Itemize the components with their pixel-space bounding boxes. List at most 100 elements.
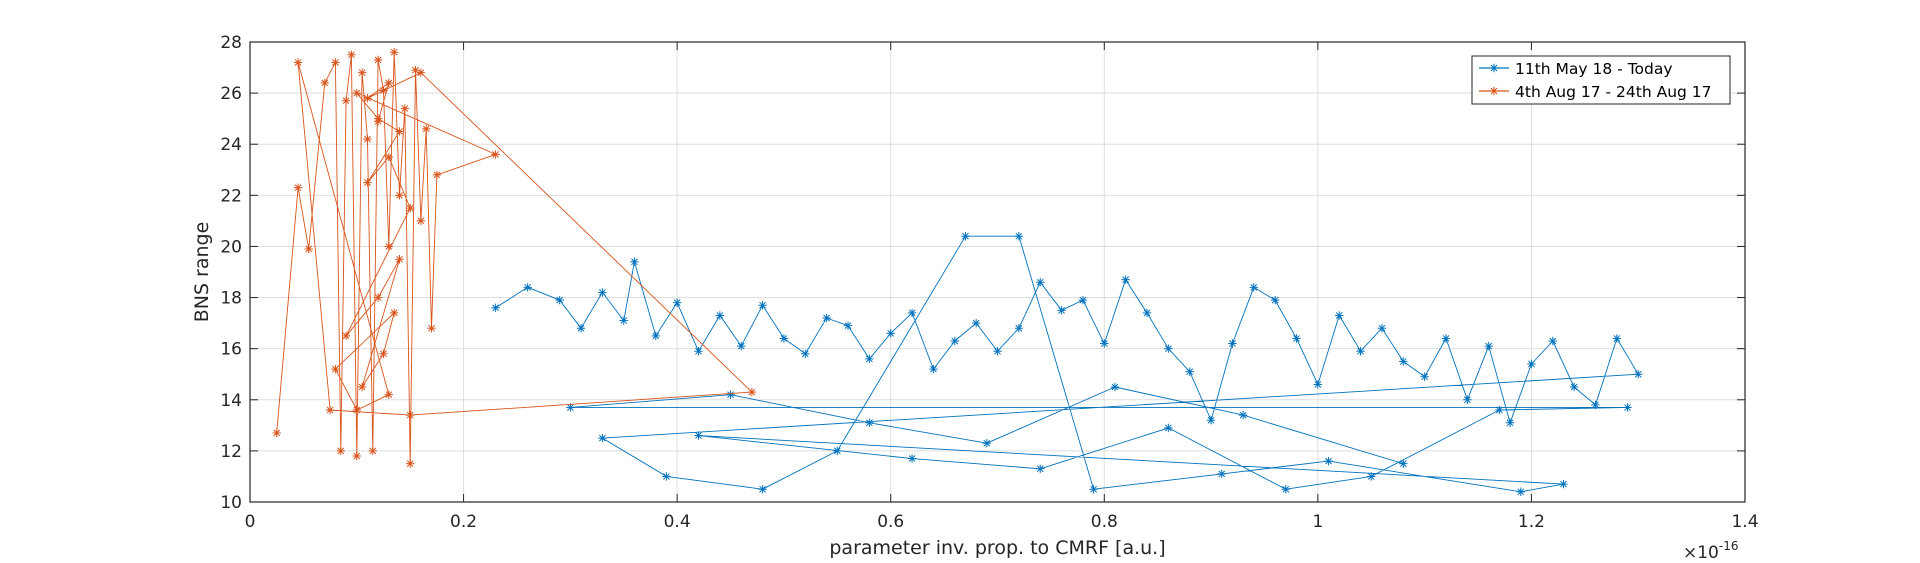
data-point xyxy=(341,96,351,105)
x-tick-label: 1 xyxy=(1312,512,1323,532)
data-point xyxy=(395,191,404,200)
data-point xyxy=(1623,403,1632,412)
y-tick-label: 28 xyxy=(220,33,242,53)
data-point xyxy=(576,324,586,333)
legend-marker-glyph xyxy=(1489,63,1499,73)
data-point xyxy=(272,428,281,438)
data-point xyxy=(363,94,372,103)
data-point xyxy=(1559,479,1568,489)
data-point xyxy=(630,257,639,266)
data-point xyxy=(1014,324,1024,333)
data-point xyxy=(1121,275,1130,284)
data-point xyxy=(384,152,394,162)
data-point xyxy=(325,405,335,415)
data-point xyxy=(1516,487,1525,496)
legend-item-series-2: 4th Aug 17 - 24th Aug 17 xyxy=(1479,83,1712,101)
data-point xyxy=(1495,405,1504,415)
data-point xyxy=(1335,311,1344,320)
data-point xyxy=(833,446,842,456)
data-point xyxy=(950,336,959,346)
data-point xyxy=(491,150,500,159)
data-point xyxy=(491,303,500,312)
data-point xyxy=(341,331,351,341)
data-point xyxy=(373,293,383,302)
data-point xyxy=(886,329,895,338)
data-point xyxy=(347,50,356,59)
data-point xyxy=(421,124,431,134)
data-point xyxy=(598,433,607,443)
data-point xyxy=(1036,464,1045,473)
data-point xyxy=(715,311,725,320)
data-point xyxy=(1110,382,1120,392)
axes-box xyxy=(249,41,1746,503)
data-point xyxy=(555,295,564,305)
data-point xyxy=(1238,410,1248,420)
data-point xyxy=(1292,334,1301,343)
data-point xyxy=(373,117,383,126)
y-tick-label: 22 xyxy=(220,186,242,206)
data-point xyxy=(1484,341,1493,351)
x-tick-label: 0 xyxy=(245,512,256,532)
data-point xyxy=(1217,469,1226,479)
data-point xyxy=(395,127,404,136)
data-point xyxy=(598,288,607,297)
x-tick-label: 1.4 xyxy=(1731,512,1758,532)
data-point xyxy=(1164,423,1173,433)
data-point xyxy=(416,216,426,226)
data-point xyxy=(737,341,746,351)
plot-area xyxy=(272,48,1643,496)
data-point xyxy=(779,334,789,343)
legend-label-series-1: 11th May 18 - Today xyxy=(1515,60,1673,78)
legend-marker-glyph xyxy=(1489,86,1499,96)
data-point xyxy=(1548,336,1557,346)
data-point xyxy=(1078,295,1088,305)
data-point xyxy=(373,55,383,65)
data-point xyxy=(432,170,442,180)
data-point xyxy=(1100,339,1109,348)
y-tick-label: 16 xyxy=(220,340,242,360)
data-point xyxy=(1463,395,1472,404)
data-point xyxy=(523,283,532,292)
legend-marker-series-1 xyxy=(1489,63,1499,73)
data-point xyxy=(651,331,660,341)
legend-marker-series-2 xyxy=(1489,86,1499,96)
data-point xyxy=(1634,370,1643,379)
data-point xyxy=(352,451,361,461)
data-point xyxy=(747,387,757,397)
data-point xyxy=(1206,416,1216,425)
data-point xyxy=(357,382,367,392)
data-point xyxy=(1057,306,1066,315)
data-point xyxy=(379,349,388,358)
data-point xyxy=(843,321,853,330)
data-point xyxy=(363,178,372,187)
series-line-2 xyxy=(276,51,753,465)
data-point xyxy=(304,244,313,254)
data-point xyxy=(662,472,671,481)
data-point xyxy=(1377,324,1387,333)
data-point xyxy=(801,349,810,358)
data-point xyxy=(1441,334,1451,343)
y-axis-label: BNS range xyxy=(191,222,213,323)
y-tick-label: 14 xyxy=(220,391,242,411)
data-point xyxy=(993,347,1002,356)
data-point xyxy=(1142,308,1152,318)
x-axis-exponent: ×10-16 xyxy=(1683,539,1739,563)
data-point xyxy=(384,390,394,399)
series-line-1 xyxy=(495,235,1639,493)
data-point xyxy=(1569,382,1579,392)
data-point xyxy=(405,203,415,213)
data-point xyxy=(1420,372,1429,381)
x-axis-label: parameter inv. prop. to CMRF [a.u.] xyxy=(829,537,1165,559)
data-point xyxy=(293,58,303,67)
y-tick-label: 18 xyxy=(220,289,242,309)
data-point xyxy=(672,298,682,307)
x-axis-exponent-base: ×10 xyxy=(1683,543,1719,563)
data-point xyxy=(758,301,767,310)
data-point xyxy=(758,485,767,494)
x-tick-label: 0.2 xyxy=(450,512,477,532)
data-point xyxy=(1228,339,1237,348)
data-point xyxy=(368,446,378,456)
data-point xyxy=(379,86,388,95)
x-tick-label: 0.4 xyxy=(664,512,691,532)
series-2 xyxy=(272,48,757,468)
